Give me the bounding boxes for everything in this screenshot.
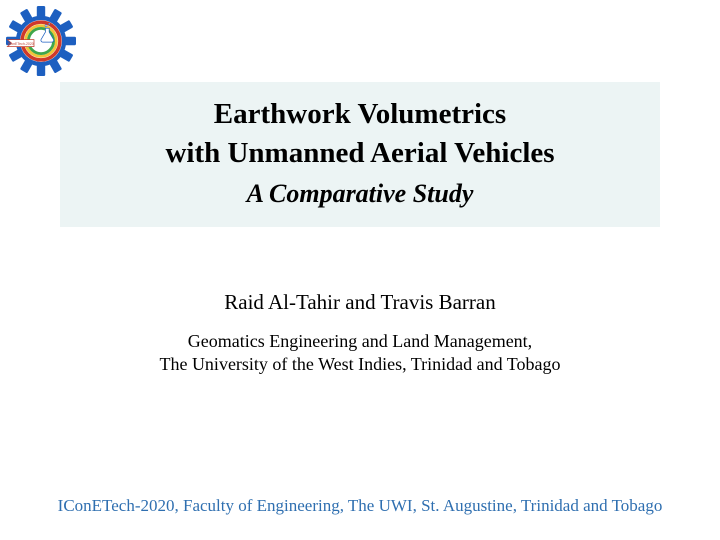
title-block: Earthwork Volumetrics with Unmanned Aeri… bbox=[60, 82, 660, 227]
subtitle: A Comparative Study bbox=[70, 179, 650, 209]
footer-text: IConETech-2020, Faculty of Engineering, … bbox=[0, 496, 720, 516]
banner-icon: IConETech-2020 bbox=[7, 40, 34, 47]
affiliation-line-2: The University of the West Indies, Trini… bbox=[0, 353, 720, 376]
authors: Raid Al-Tahir and Travis Barran bbox=[0, 290, 720, 315]
affiliation-line-1: Geomatics Engineering and Land Managemen… bbox=[0, 330, 720, 353]
title-line-1: Earthwork Volumetrics bbox=[70, 96, 650, 134]
conference-logo: IConETech-2020 bbox=[6, 6, 76, 76]
gear-icon: IConETech-2020 bbox=[6, 6, 76, 76]
title-line-2: with Unmanned Aerial Vehicles bbox=[70, 134, 650, 173]
logo-banner-text: IConETech-2020 bbox=[8, 42, 34, 46]
affiliation: Geomatics Engineering and Land Managemen… bbox=[0, 330, 720, 377]
